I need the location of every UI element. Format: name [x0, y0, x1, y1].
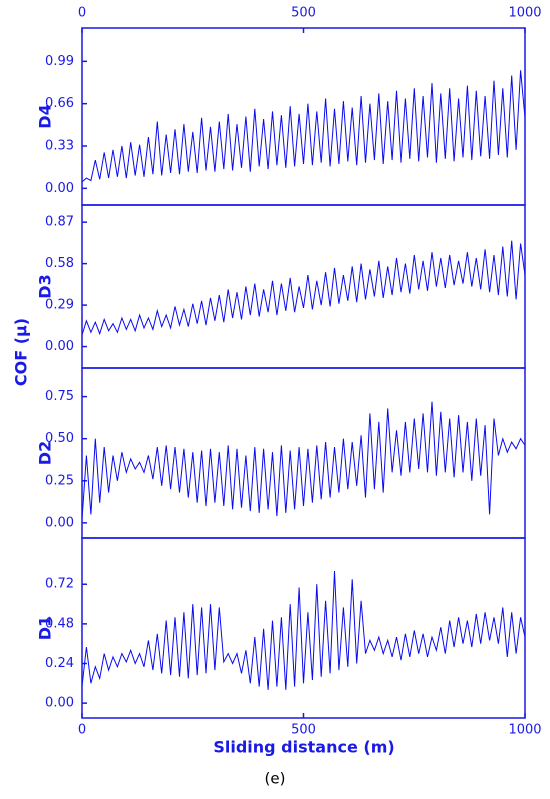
x-axis-label: Sliding distance (m): [213, 738, 394, 757]
x-tick-label: 500: [291, 723, 316, 738]
signal-line: [81, 401, 526, 520]
y-tick-label: 0.58: [45, 256, 74, 271]
panel-frame: [81, 537, 526, 719]
y-tick-label: 0.00: [45, 181, 74, 196]
y-tick-label: 0.25: [45, 473, 74, 488]
panel-frame: [81, 27, 526, 206]
x-tick-label-top: 500: [291, 6, 316, 21]
caption: (e): [265, 770, 286, 788]
panel-frame: [81, 367, 526, 539]
panel-frame: [81, 204, 526, 369]
panel-label: D1: [36, 616, 55, 640]
signal-line: [81, 70, 526, 183]
y-tick-label: 0.24: [45, 656, 74, 671]
signal-line: [81, 240, 526, 336]
y-tick-label: 0.48: [45, 616, 74, 631]
y-axis-label: COF (μ): [12, 318, 31, 386]
y-tick-label: 0.99: [45, 54, 74, 69]
x-tick-label: 0: [78, 723, 86, 738]
y-tick-label: 0.87: [45, 215, 74, 230]
y-tick-label: 0.00: [45, 515, 74, 530]
y-tick-label: 0.50: [45, 431, 74, 446]
signal-line: [81, 570, 526, 690]
y-tick-label: 0.66: [45, 96, 74, 111]
x-tick-label-top: 0: [78, 6, 86, 21]
y-tick-label: 0.29: [45, 298, 74, 313]
y-tick-label: 0.00: [45, 696, 74, 711]
y-tick-label: 0.33: [45, 139, 74, 154]
panel-label: D4: [36, 104, 55, 128]
y-tick-label: 0.00: [45, 339, 74, 354]
panel-label: D2: [36, 441, 55, 465]
x-tick-label-top: 1000: [508, 6, 541, 21]
panel-label: D3: [36, 274, 55, 298]
y-tick-label: 0.75: [45, 389, 74, 404]
y-tick-label: 0.72: [45, 577, 74, 592]
x-tick-label: 1000: [508, 723, 541, 738]
